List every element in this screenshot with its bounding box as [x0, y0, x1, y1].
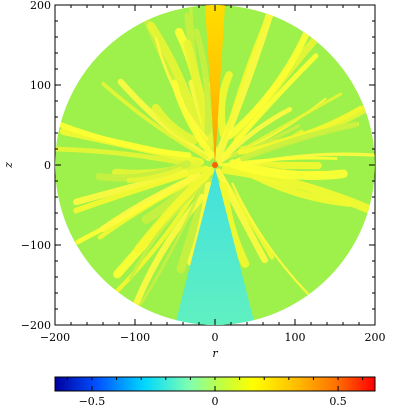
colorbar-tick-label: 0.5	[329, 395, 347, 408]
upper-cone	[205, 5, 225, 165]
colorbar-tick-label: 0	[212, 395, 219, 408]
axis-tick-labels: −200 −100 0 100 200 −200 −100 0 100 200	[21, 0, 386, 344]
filament	[73, 165, 209, 214]
y-tick-label: −200	[21, 319, 51, 332]
field-disk	[55, 5, 375, 325]
y-tick-label: −100	[21, 239, 51, 252]
filament	[191, 68, 207, 137]
filament	[219, 181, 250, 268]
y-tick-label: 0	[44, 159, 51, 172]
filament	[55, 146, 192, 167]
filament	[231, 182, 317, 303]
filament	[215, 168, 269, 264]
filament	[228, 159, 348, 181]
y-axis-title: z	[2, 162, 15, 169]
filament	[222, 17, 268, 146]
filament	[154, 36, 209, 141]
x-axis-title: r	[212, 347, 218, 360]
filament	[217, 71, 233, 139]
filament	[128, 181, 207, 281]
filament	[126, 166, 183, 183]
filament	[151, 103, 198, 145]
colorbar-tick-label: −0.5	[79, 395, 106, 408]
filament-structure	[55, 5, 375, 325]
filament	[225, 20, 315, 140]
filament	[193, 28, 212, 136]
filament	[55, 116, 192, 158]
x-tick-label: 200	[365, 331, 386, 344]
filament	[217, 106, 293, 165]
filament	[240, 121, 359, 162]
filament	[99, 172, 202, 233]
axis-ticks	[54, 4, 376, 326]
filament	[221, 165, 374, 214]
core	[212, 162, 218, 168]
x-tick-label: 100	[285, 331, 306, 344]
filament	[236, 152, 375, 169]
x-tick-label: −100	[120, 331, 150, 344]
colorbar-ticks: −0.5 0 0.5	[66, 377, 364, 408]
x-tick-label: −200	[40, 331, 70, 344]
filament	[101, 81, 208, 160]
y-tick-label: 200	[30, 0, 51, 12]
filament	[133, 185, 204, 314]
lower-cone	[175, 168, 255, 325]
filament	[221, 53, 319, 159]
y-tick-label: 100	[30, 79, 51, 92]
filament	[133, 166, 215, 254]
x-tick-label: 0	[212, 331, 219, 344]
